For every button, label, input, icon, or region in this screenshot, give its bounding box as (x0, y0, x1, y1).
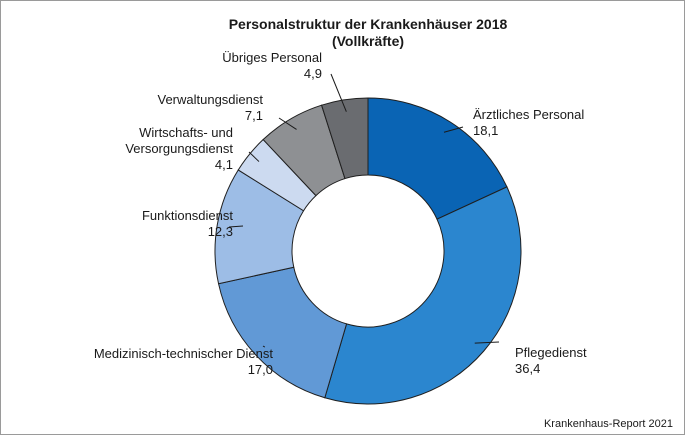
chart-title: Personalstruktur der Krankenhäuser 2018 (229, 16, 508, 32)
label-pflegedienst: Pflegedienst 36,4 (515, 345, 587, 376)
slice-uebriges-personal (320, 97, 369, 180)
leader-line-pflegedienst (474, 341, 500, 344)
leader-line-verwaltungsdienst (278, 117, 297, 130)
label-verwaltungsdienst: Verwaltungsdienst 7,1 (157, 92, 263, 123)
labels-group: Ärztliches Personal 18,1 Pflegedienst 36,4 M… (94, 50, 587, 377)
chart-subtitle: (Vollkräfte) (332, 33, 404, 49)
label-aerztliches-personal: Ärztliches Personal 18,1 (473, 107, 584, 138)
slices-group (214, 97, 522, 405)
leader-line-aerztliches-personal (443, 126, 464, 133)
slice-medizinisch-technischer-dienst (217, 266, 348, 399)
label-uebriges-personal: Übriges Personal 4,9 (222, 50, 322, 81)
label-medizinisch-technischer-dienst: Medizinisch-technischer Dienst 17,0 (94, 346, 274, 377)
leader-line-wirtschafts-und-versorgungsdienst (248, 151, 260, 162)
slice-pflegedienst (324, 186, 522, 405)
label-funktionsdienst: Funktionsdienst 12,3 (142, 208, 233, 239)
label-wirtschafts-und-versorgungsdienst: Wirtschafts- und Versorgungsdienst 4,1 (125, 125, 233, 172)
leader-line-uebriges-personal (330, 73, 347, 112)
leader-line-medizinisch-technischer-dienst (262, 345, 266, 348)
leader-line-funktionsdienst (229, 225, 244, 228)
slice-aerztliches-personal (367, 97, 508, 220)
source-note: Krankenhaus-Report 2021 (544, 418, 673, 430)
